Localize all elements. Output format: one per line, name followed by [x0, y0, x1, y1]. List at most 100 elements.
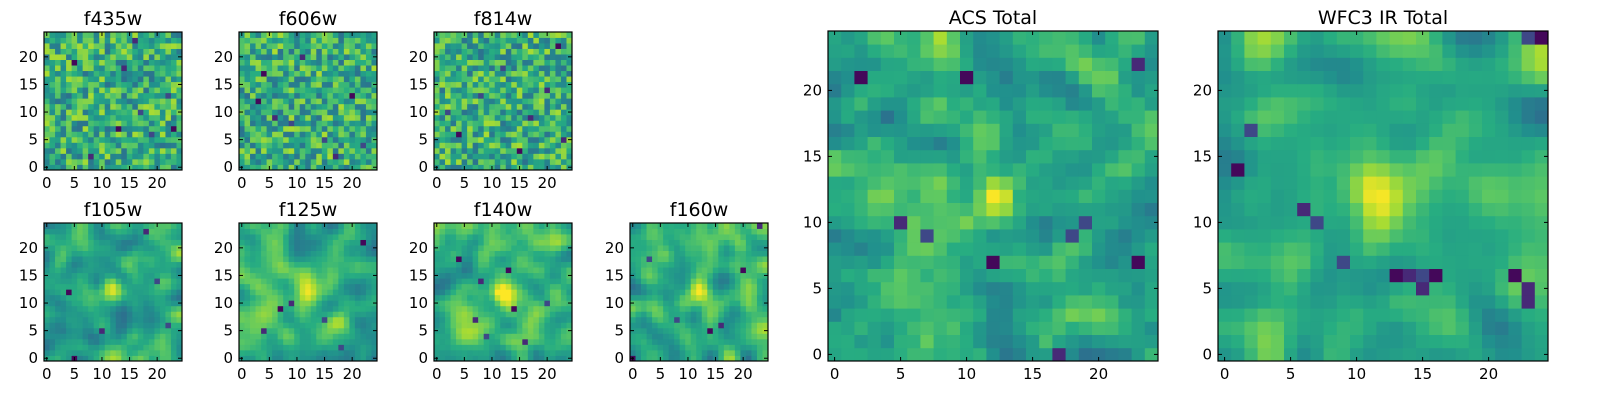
heatmap-cell	[143, 32, 150, 38]
heatmap-cell	[154, 48, 161, 55]
heatmap-cell	[544, 283, 551, 290]
heatmap-cell	[516, 311, 523, 318]
heatmap-cell	[104, 278, 111, 285]
heatmap-cell	[176, 322, 183, 329]
heatmap-cell	[668, 349, 675, 356]
heatmap-cell	[867, 347, 882, 362]
heatmap-cell	[327, 65, 334, 72]
heatmap-cell	[60, 120, 67, 127]
heatmap-cell	[49, 120, 56, 127]
heatmap-cell	[148, 32, 155, 38]
heatmap-cell	[244, 344, 251, 351]
heatmap-cell	[439, 300, 446, 307]
heatmap-cell	[756, 311, 763, 318]
heatmap-cell	[365, 316, 372, 323]
heatmap-cell	[511, 65, 518, 72]
heatmap-cell	[239, 37, 245, 44]
heatmap-cell	[93, 87, 100, 94]
heatmap-cell	[132, 87, 139, 94]
heatmap-cell	[283, 65, 290, 72]
heatmap-cell	[305, 147, 312, 154]
heatmap-cell	[88, 43, 95, 49]
heatmap-cell	[439, 239, 446, 246]
heatmap-cell	[104, 70, 111, 77]
heatmap-cell	[751, 261, 758, 268]
heatmap-cell	[321, 70, 328, 77]
heatmap-cell	[239, 261, 245, 268]
heatmap-cell	[55, 283, 61, 290]
heatmap-cell	[478, 349, 485, 356]
heatmap-cell	[305, 153, 312, 160]
heatmap-cell	[272, 283, 279, 290]
heatmap-cell	[261, 92, 267, 99]
heatmap-cell	[538, 305, 545, 312]
heatmap-cell	[456, 228, 462, 235]
heatmap-cell	[66, 48, 72, 55]
heatmap-cell	[99, 54, 106, 60]
heatmap-cell	[894, 189, 908, 203]
heatmap-cell	[478, 261, 485, 268]
heatmap-cell	[244, 48, 251, 55]
heatmap-cell	[467, 98, 474, 105]
heatmap-cell	[566, 250, 573, 257]
heatmap-cell	[115, 87, 122, 94]
heatmap-cell	[349, 344, 356, 351]
heatmap-cell	[505, 267, 512, 274]
heatmap-cell	[663, 327, 670, 334]
heatmap-cell	[316, 256, 323, 263]
heatmap-cell	[841, 347, 855, 362]
heatmap-cell	[434, 289, 440, 296]
heatmap-cell	[663, 267, 670, 274]
heatmap-cell	[439, 228, 446, 235]
heatmap-cell	[299, 239, 306, 246]
heatmap-cell	[652, 250, 658, 257]
heatmap-cell	[538, 164, 545, 171]
heatmap-cell	[250, 250, 256, 257]
heatmap-cell	[1092, 334, 1106, 349]
heatmap-cell	[244, 65, 251, 72]
heatmap-cell	[244, 250, 251, 257]
heatmap-cell	[360, 322, 367, 329]
heatmap-cell	[143, 305, 150, 312]
heatmap-cell	[635, 267, 642, 274]
heatmap-cell	[450, 228, 457, 235]
heatmap-cell	[663, 228, 670, 235]
heatmap-cell	[494, 114, 501, 121]
heatmap-cell	[516, 322, 523, 329]
heatmap-cell	[745, 338, 752, 345]
heatmap-cell	[310, 250, 317, 257]
heatmap-cell	[93, 234, 100, 240]
heatmap-cell	[445, 289, 451, 296]
heatmap-cell	[272, 120, 279, 127]
heatmap-cell	[288, 305, 295, 312]
heatmap-cell	[489, 228, 496, 235]
heatmap-cell	[310, 316, 317, 323]
heatmap-cell	[115, 327, 122, 334]
heatmap-cell	[349, 59, 356, 66]
heatmap-cell	[115, 245, 122, 251]
heatmap-cell	[321, 48, 328, 55]
heatmap-cell	[555, 294, 562, 301]
heatmap-cell	[154, 327, 161, 334]
heatmap-cell	[283, 81, 290, 88]
heatmap-cell	[170, 234, 177, 240]
heatmap-cell	[533, 103, 540, 110]
x-tick-label: 10	[92, 174, 111, 192]
heatmap-cell	[321, 125, 328, 132]
heatmap-cell	[360, 278, 367, 285]
heatmap-cell	[456, 322, 462, 329]
heatmap-cell	[1144, 295, 1159, 309]
heatmap-cell	[500, 250, 507, 257]
heatmap-cell	[360, 131, 367, 138]
heatmap-cell	[707, 349, 714, 356]
heatmap-cell	[560, 338, 567, 345]
heatmap-cell	[538, 37, 545, 44]
heatmap-cell	[740, 267, 747, 274]
heatmap-cell	[60, 125, 67, 132]
heatmap-cell	[511, 98, 518, 105]
heatmap-cell	[277, 289, 284, 296]
heatmap-cell	[332, 37, 339, 44]
heatmap-cell	[121, 87, 128, 94]
heatmap-cell	[104, 267, 111, 274]
